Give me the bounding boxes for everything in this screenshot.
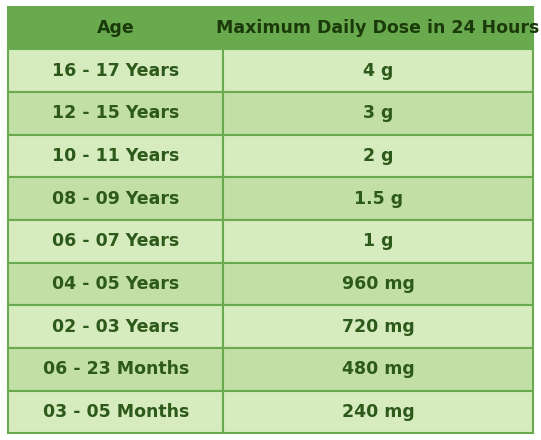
Text: 10 - 11 Years: 10 - 11 Years xyxy=(52,147,180,165)
Text: 12 - 15 Years: 12 - 15 Years xyxy=(52,104,180,122)
Text: 06 - 07 Years: 06 - 07 Years xyxy=(52,232,179,250)
Bar xyxy=(223,391,533,433)
Text: 3 g: 3 g xyxy=(363,104,393,122)
Text: 720 mg: 720 mg xyxy=(342,318,414,336)
Text: 04 - 05 Years: 04 - 05 Years xyxy=(52,275,179,293)
Bar xyxy=(8,391,223,433)
Text: 02 - 03 Years: 02 - 03 Years xyxy=(52,318,179,336)
Text: 240 mg: 240 mg xyxy=(342,403,414,421)
Text: 1 g: 1 g xyxy=(363,232,393,250)
Text: 480 mg: 480 mg xyxy=(342,360,414,378)
Bar xyxy=(223,49,533,92)
Bar xyxy=(8,92,223,135)
Text: 4 g: 4 g xyxy=(363,62,393,80)
Bar xyxy=(8,348,223,391)
Bar xyxy=(223,220,533,263)
Bar xyxy=(8,263,223,305)
Text: 03 - 05 Months: 03 - 05 Months xyxy=(43,403,189,421)
Bar xyxy=(223,348,533,391)
Bar xyxy=(8,177,223,220)
Bar xyxy=(8,135,223,177)
Bar xyxy=(8,7,223,49)
Bar xyxy=(223,177,533,220)
Bar xyxy=(223,7,533,49)
Bar xyxy=(223,263,533,305)
Text: 16 - 17 Years: 16 - 17 Years xyxy=(52,62,179,80)
Text: 1.5 g: 1.5 g xyxy=(353,190,403,208)
Text: 06 - 23 Months: 06 - 23 Months xyxy=(43,360,189,378)
Bar xyxy=(223,92,533,135)
Bar xyxy=(8,49,223,92)
Text: 2 g: 2 g xyxy=(363,147,393,165)
Text: Age: Age xyxy=(97,19,135,37)
Bar xyxy=(8,220,223,263)
Text: 08 - 09 Years: 08 - 09 Years xyxy=(52,190,180,208)
Bar xyxy=(8,305,223,348)
Bar xyxy=(223,305,533,348)
Bar xyxy=(223,135,533,177)
Text: 960 mg: 960 mg xyxy=(341,275,414,293)
Text: Maximum Daily Dose in 24 Hours: Maximum Daily Dose in 24 Hours xyxy=(216,19,540,37)
